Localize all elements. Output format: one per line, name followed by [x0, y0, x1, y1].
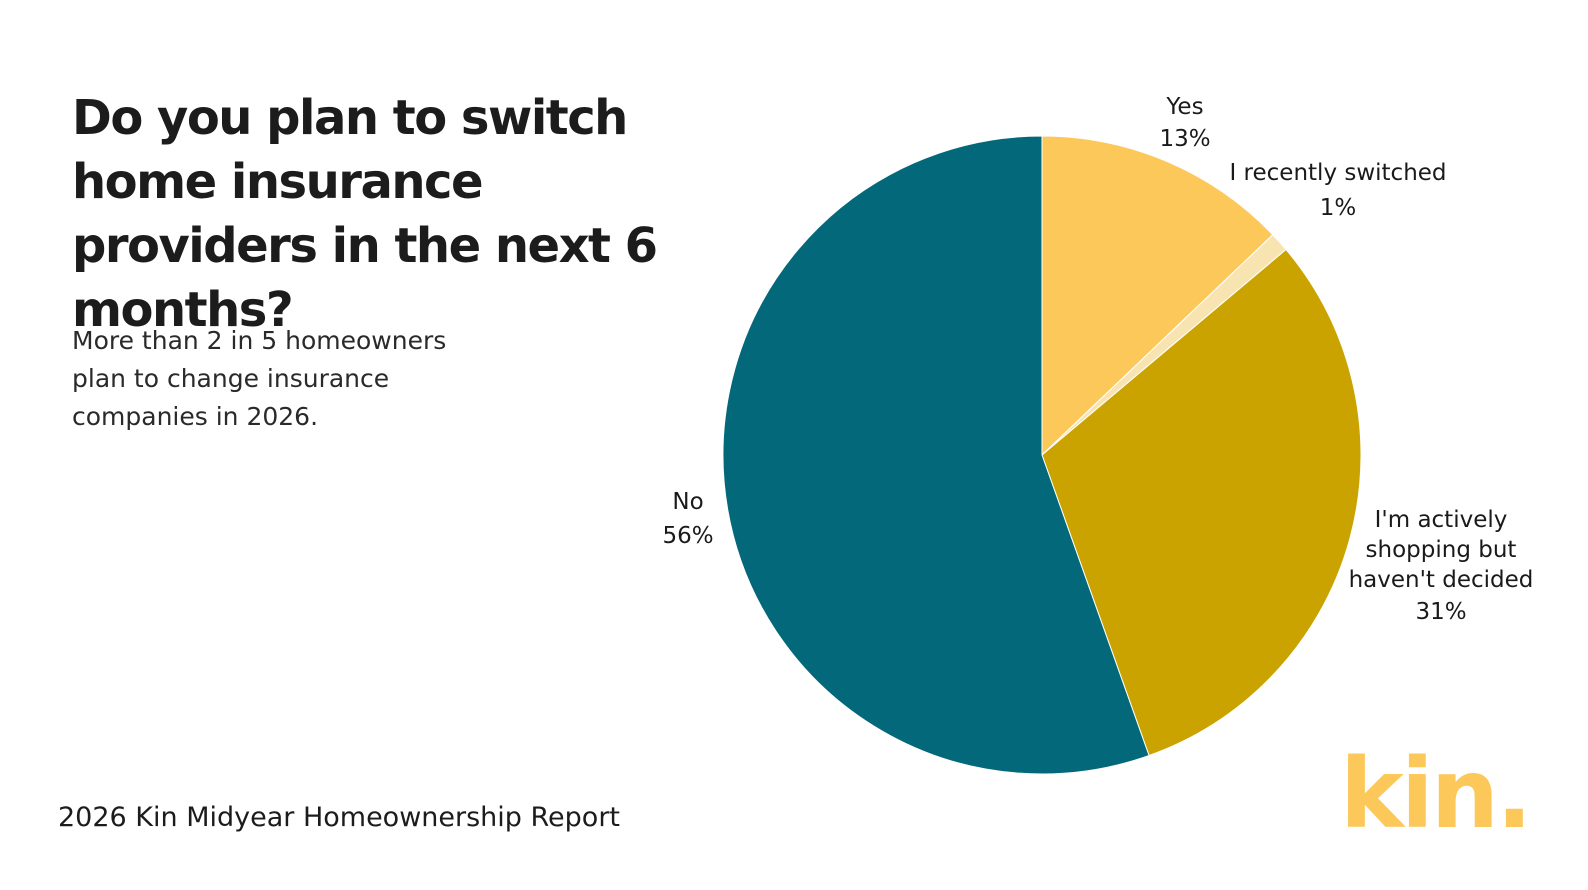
source: 2026 Kin Midyear Homeownership Report	[58, 802, 621, 833]
slice-label: I'm actively shopping but haven't decide…	[1348, 507, 1534, 593]
slice-label: Yes	[1166, 94, 1204, 120]
value-label: 1%	[1319, 195, 1357, 221]
slice-label: No	[672, 489, 704, 515]
value-label: 56%	[662, 523, 714, 549]
pie-slice	[1041, 135, 1274, 457]
chart-title: Do you plan to switch home insurance pro…	[72, 90, 658, 338]
logo: kin.	[1340, 738, 1533, 850]
pie-slice	[722, 135, 1150, 775]
pie-slice	[1041, 248, 1362, 757]
chart-subtitle: More than 2 in 5 homeowners plan to chan…	[72, 326, 447, 431]
slice-label: I recently switched	[1229, 160, 1447, 186]
value-label: 31%	[1415, 599, 1467, 625]
value-label: 13%	[1159, 126, 1211, 152]
